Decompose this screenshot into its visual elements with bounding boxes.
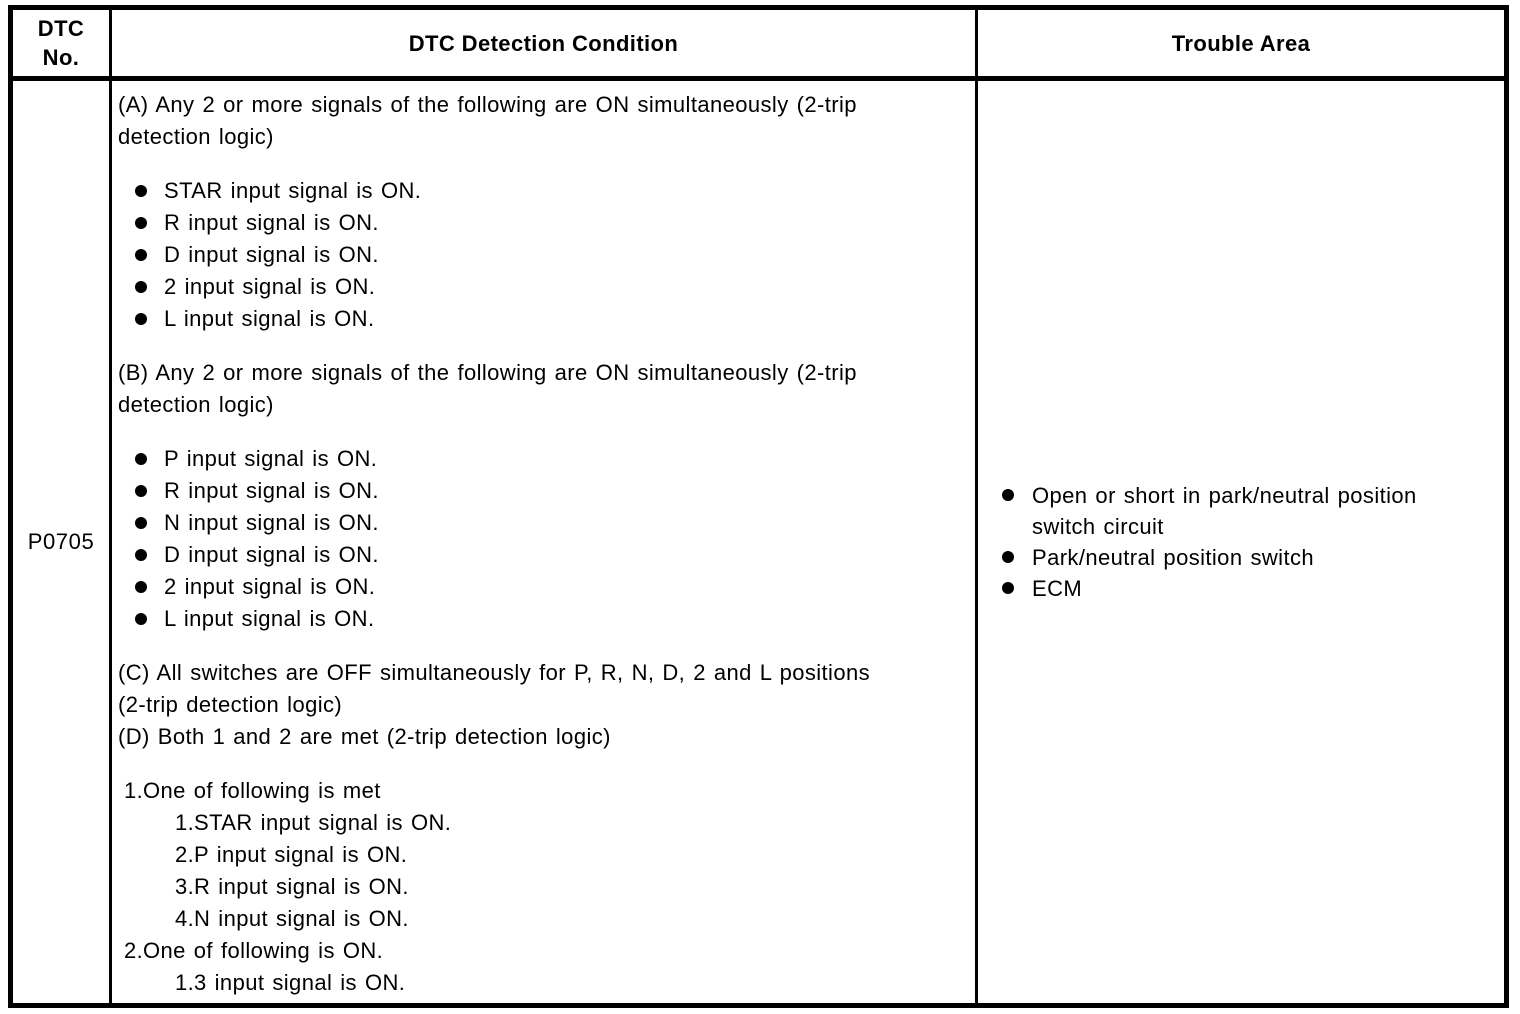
list-item-text: D input signal is ON. (164, 542, 379, 567)
condition-a-bullet-list: STAR input signal is ON. R input signal … (118, 175, 971, 335)
item-number: 1. (175, 970, 195, 995)
list-item-text: N input signal is ON. (164, 510, 379, 535)
trouble-area-bullet-list: Open or short in park/neutral position s… (984, 480, 1504, 604)
item-number: 2. (124, 938, 144, 963)
list-item: Park/neutral position switch (984, 542, 1504, 573)
numbered-subitem: 4.N input signal is ON. (118, 903, 971, 935)
bullet-icon (135, 549, 147, 561)
numbered-item-text: R input signal is ON. (194, 874, 409, 899)
item-number: 2. (175, 842, 195, 867)
numbered-item: 2.One of following is ON. (118, 935, 971, 967)
numbered-subitem: 1.STAR input signal is ON. (118, 807, 971, 839)
numbered-item-text: STAR input signal is ON. (194, 810, 452, 835)
header-trouble-area-label: Trouble Area (1171, 30, 1311, 56)
list-item: STAR input signal is ON. (118, 175, 971, 207)
numbered-item-text: 3 input signal is ON. (194, 970, 406, 995)
bullet-icon (135, 313, 147, 325)
bullet-icon (135, 185, 147, 197)
numbered-subitem: 3.R input signal is ON. (118, 871, 971, 903)
numbered-subitem: 2.P input signal is ON. (118, 839, 971, 871)
dtc-code: P0705 (27, 529, 95, 554)
header-trouble-area: Trouble Area (978, 10, 1504, 81)
condition-paragraph-cd: (C) All switches are OFF simultaneously … (118, 657, 971, 753)
item-number: 3. (175, 874, 195, 899)
list-item: 2 input signal is ON. (118, 271, 971, 303)
numbered-item-text: P input signal is ON. (194, 842, 408, 867)
list-item-text: D input signal is ON. (164, 242, 379, 267)
numbered-item: 1.One of following is met (118, 775, 971, 807)
bullet-icon (1002, 551, 1014, 563)
condition-paragraph-d: (D) Both 1 and 2 are met (2-trip detecti… (118, 724, 611, 749)
list-item-text: R input signal is ON. (164, 478, 379, 503)
bullet-icon (1002, 582, 1014, 594)
list-item: D input signal is ON. (118, 539, 971, 571)
list-item-text: STAR input signal is ON. (164, 178, 422, 203)
dtc-no-cell: P0705 (13, 81, 112, 1003)
numbered-item-text: N input signal is ON. (194, 906, 409, 931)
list-item-text: P input signal is ON. (164, 446, 378, 471)
list-item: R input signal is ON. (118, 475, 971, 507)
list-item: 2 input signal is ON. (118, 571, 971, 603)
bullet-icon (135, 485, 147, 497)
bullet-icon (1002, 489, 1014, 501)
list-item-text: R input signal is ON. (164, 210, 379, 235)
condition-d-numbered-list: 1.One of following is met 1.STAR input s… (118, 775, 971, 999)
bullet-icon (135, 613, 147, 625)
bullet-icon (135, 217, 147, 229)
numbered-item-text: One of following is ON. (143, 938, 384, 963)
list-item: L input signal is ON. (118, 303, 971, 335)
list-item: R input signal is ON. (118, 207, 971, 239)
header-detection-condition-label: DTC Detection Condition (408, 30, 679, 56)
list-item-text: L input signal is ON. (164, 606, 375, 631)
list-item-text: Open or short in park/neutral position s… (1032, 483, 1417, 539)
numbered-item-text: One of following is met (143, 778, 381, 803)
header-detection-condition: DTC Detection Condition (112, 10, 978, 81)
list-item: D input signal is ON. (118, 239, 971, 271)
item-number: 4. (175, 906, 195, 931)
bullet-icon (135, 517, 147, 529)
detection-condition-cell: (A) Any 2 or more signals of the followi… (112, 81, 978, 1003)
list-item: L input signal is ON. (118, 603, 971, 635)
list-item: ECM (984, 573, 1504, 604)
trouble-area-cell: Open or short in park/neutral position s… (978, 81, 1504, 1003)
dtc-table: DTC No. DTC Detection Condition Trouble … (8, 5, 1509, 1008)
bullet-icon (135, 581, 147, 593)
condition-paragraph-a: (A) Any 2 or more signals of the followi… (118, 92, 857, 149)
condition-b-bullet-list: P input signal is ON. R input signal is … (118, 443, 971, 635)
header-dtc-no-label: DTC No. (37, 16, 85, 70)
bullet-icon (135, 281, 147, 293)
condition-paragraph-c: (C) All switches are OFF simultaneously … (118, 660, 871, 717)
header-dtc-no: DTC No. (13, 10, 112, 81)
item-number: 1. (124, 778, 144, 803)
list-item-text: Park/neutral position switch (1032, 545, 1314, 570)
list-item-text: 2 input signal is ON. (164, 574, 376, 599)
item-number: 1. (175, 810, 195, 835)
bullet-icon (135, 249, 147, 261)
list-item-text: ECM (1032, 576, 1083, 601)
list-item: P input signal is ON. (118, 443, 971, 475)
list-item-text: 2 input signal is ON. (164, 274, 376, 299)
condition-paragraph-b: (B) Any 2 or more signals of the followi… (118, 360, 857, 417)
list-item: N input signal is ON. (118, 507, 971, 539)
numbered-subitem: 1.3 input signal is ON. (118, 967, 971, 999)
list-item-text: L input signal is ON. (164, 306, 375, 331)
list-item: Open or short in park/neutral position s… (984, 480, 1504, 542)
bullet-icon (135, 453, 147, 465)
